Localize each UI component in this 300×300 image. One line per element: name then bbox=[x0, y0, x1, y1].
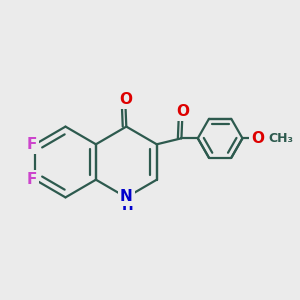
Text: F: F bbox=[27, 137, 37, 152]
Text: O: O bbox=[119, 92, 132, 107]
Text: O: O bbox=[176, 104, 189, 119]
Text: O: O bbox=[251, 131, 264, 146]
Text: H: H bbox=[122, 199, 133, 213]
Text: F: F bbox=[27, 172, 37, 187]
Text: CH₃: CH₃ bbox=[269, 132, 294, 145]
Text: N: N bbox=[120, 189, 133, 204]
